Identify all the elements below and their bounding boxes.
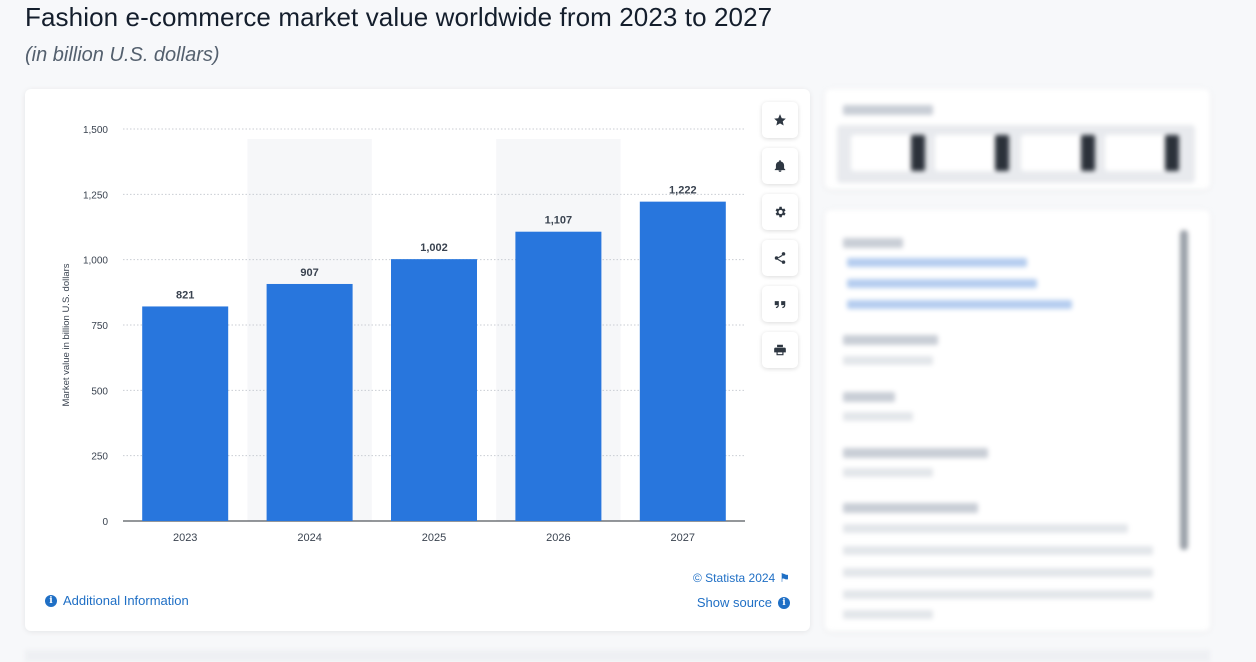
bar: [391, 259, 477, 521]
quote-icon: [774, 301, 786, 309]
data-label: 821: [176, 289, 194, 301]
favorite-button[interactable]: [762, 102, 798, 138]
data-label: 1,107: [545, 215, 573, 227]
source-details-panel: [825, 210, 1210, 631]
y-tick-label: 750: [91, 321, 108, 332]
x-tick-label: 2026: [546, 532, 570, 544]
additional-information-label: Additional Information: [63, 593, 189, 608]
cite-button[interactable]: [762, 286, 798, 322]
print-button[interactable]: [762, 332, 798, 368]
y-tick-label: 0: [102, 517, 108, 528]
y-tick-label: 500: [91, 386, 108, 397]
bar: [142, 306, 229, 521]
x-tick-label: 2024: [297, 532, 321, 544]
chart-card: 0 250 500 750 1,000 1,250 1,500 Market value in…: [25, 89, 810, 631]
y-axis-title: Market value in billion U.S. dollars: [61, 263, 72, 406]
show-source-link[interactable]: Show source i: [697, 595, 790, 610]
info-icon: i: [45, 594, 57, 607]
info-icon: i: [778, 596, 790, 609]
y-tick-label: 1,250: [83, 190, 108, 201]
flag-icon: ⚑: [779, 571, 790, 585]
data-label: 907: [300, 267, 318, 279]
bar: [515, 231, 602, 522]
bottom-strip: [25, 650, 1210, 662]
x-tick-label: 2027: [671, 532, 695, 544]
data-label: 1,002: [420, 242, 448, 254]
bar-chart: 0 250 500 750 1,000 1,250 1,500 Market value in…: [61, 125, 745, 544]
statista-copyright[interactable]: © Statista 2024 ⚑: [693, 571, 790, 585]
share-icon: [774, 252, 786, 264]
downloads-panel: [825, 89, 1210, 189]
bell-icon: [774, 160, 786, 172]
page-subtitle: (in billion U.S. dollars): [25, 44, 220, 66]
additional-information-link[interactable]: i Additional Information: [45, 593, 189, 608]
star-icon: [774, 114, 786, 126]
bar: [639, 201, 726, 521]
bar: [266, 283, 353, 521]
y-tick-label: 250: [91, 452, 108, 463]
page-title: Fashion e-commerce market value worldwid…: [25, 2, 773, 32]
y-tick-label: 1,500: [83, 125, 108, 136]
data-label: 1,222: [669, 185, 697, 197]
x-tick-label: 2025: [422, 532, 446, 544]
copyright-text: © Statista 2024: [693, 571, 776, 585]
x-tick-label: 2023: [173, 532, 197, 544]
y-tick-label: 1,000: [83, 256, 108, 267]
print-icon: [774, 344, 786, 356]
settings-button[interactable]: [762, 194, 798, 230]
share-button[interactable]: [762, 240, 798, 276]
notification-button[interactable]: [762, 148, 798, 184]
gear-icon: [775, 206, 786, 218]
show-source-label: Show source: [696, 595, 772, 610]
